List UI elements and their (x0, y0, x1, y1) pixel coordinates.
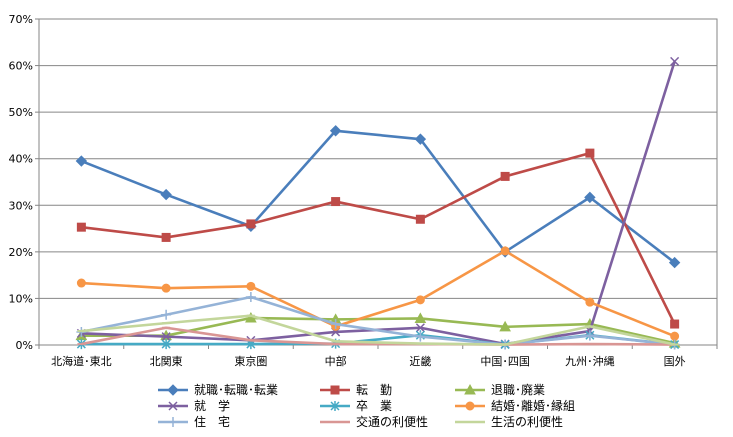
data-point (585, 148, 595, 158)
data-point (161, 332, 171, 342)
legend-label: 転 勤 (356, 383, 392, 397)
data-point (415, 331, 426, 342)
data-point (161, 232, 171, 242)
legend-label: 卒 業 (356, 399, 392, 413)
legend-marker (330, 401, 340, 411)
data-point (500, 171, 510, 181)
series-line (81, 316, 675, 345)
data-point (246, 219, 256, 229)
series-lines (75, 56, 681, 350)
data-point (161, 309, 172, 320)
legend-item: 住 宅 (158, 414, 230, 429)
y-tick-label: 50% (9, 106, 33, 119)
x-tick-label: 東京圏 (234, 354, 267, 368)
y-tick-label: 20% (9, 246, 33, 259)
x-tick-label: 北海道･東北 (51, 354, 112, 368)
data-point (245, 292, 256, 303)
data-point (160, 188, 172, 201)
data-point (76, 222, 86, 232)
legend-label: 住 宅 (194, 414, 230, 429)
data-point (584, 330, 595, 341)
y-tick-label: 60% (9, 60, 33, 73)
legend-item: 交通の利便性 (320, 414, 428, 429)
data-point (415, 295, 425, 305)
legend-marker (167, 384, 179, 396)
legend-item: 卒 業 (320, 399, 392, 413)
data-point (414, 312, 427, 323)
legend-item: 転 勤 (320, 383, 392, 397)
x-tick-label: 中国･四国 (480, 355, 530, 368)
x-tick-label: 国外 (664, 355, 686, 368)
legend-item: 生活の利便性 (455, 415, 563, 429)
legend-label: 交通の利便性 (356, 414, 428, 429)
legend-label: 退職･廃業 (491, 382, 545, 397)
plot-area (38, 18, 718, 346)
x-tick-label: 中部 (325, 354, 347, 368)
series-line (81, 151, 676, 325)
data-point (670, 331, 680, 341)
x-tick-label: 近畿 (409, 354, 431, 368)
series-8 (77, 314, 679, 346)
data-point (246, 281, 256, 291)
data-point (500, 246, 510, 256)
series-line (81, 295, 675, 346)
legend-marker (464, 383, 476, 395)
legend: 就職･転職･転業 転 勤 退職･廃業就 学 卒 業 結婚･離婚･縁組住 宅 交通の利便性 生… (158, 382, 575, 429)
legend-label: 結婚･離婚･縁組 (491, 398, 575, 413)
data-point (670, 56, 680, 66)
series-5 (76, 246, 680, 341)
legend-label: 生活の利便性 (491, 415, 563, 429)
data-point (670, 319, 680, 329)
series-line (80, 129, 676, 264)
legend-item: 就職･転職･転業 (158, 383, 278, 397)
legend-marker (168, 417, 178, 427)
data-point (330, 319, 341, 330)
data-point (585, 297, 595, 307)
y-tick-label: 30% (9, 199, 33, 212)
x-tick-label: 北関東 (150, 355, 183, 368)
y-tick-label: 10% (9, 292, 33, 305)
data-point (331, 197, 341, 207)
x-axis-ticks: 北海道･東北 北関東 東京圏 中部 近畿 中国･四国 九州･沖縄 国外 (38, 345, 718, 368)
x-tick-label: 九州･沖縄 (565, 354, 615, 368)
data-point (76, 278, 86, 288)
legend-label: 就職･転職･転業 (194, 383, 278, 397)
series-line (81, 314, 675, 346)
legend-item: 結婚･離婚･縁組 (455, 398, 575, 413)
data-point (329, 125, 342, 137)
legend-marker (330, 385, 340, 395)
y-axis-ticks: 0% 10% 20% 30% 40% 50% 60% 70% (9, 13, 39, 352)
legend-marker (465, 401, 475, 411)
data-point (668, 256, 681, 269)
data-point (161, 339, 171, 350)
legend-marker (168, 401, 178, 411)
data-point (414, 133, 427, 145)
series-line (81, 326, 675, 346)
data-point (584, 191, 596, 204)
grid-lines (39, 65, 717, 299)
legend-item: 退職･廃業 (455, 382, 545, 397)
y-tick-label: 40% (9, 153, 33, 166)
series-1 (76, 148, 680, 329)
data-point (415, 323, 425, 333)
y-tick-label: 0% (16, 339, 33, 352)
legend-item: 就 学 (158, 398, 230, 413)
series-line (81, 249, 676, 338)
legend-label: 就 学 (194, 398, 230, 413)
data-point (499, 320, 511, 332)
data-point (161, 283, 171, 293)
y-tick-label: 70% (9, 13, 33, 26)
data-point (75, 155, 88, 167)
data-point (415, 214, 425, 224)
